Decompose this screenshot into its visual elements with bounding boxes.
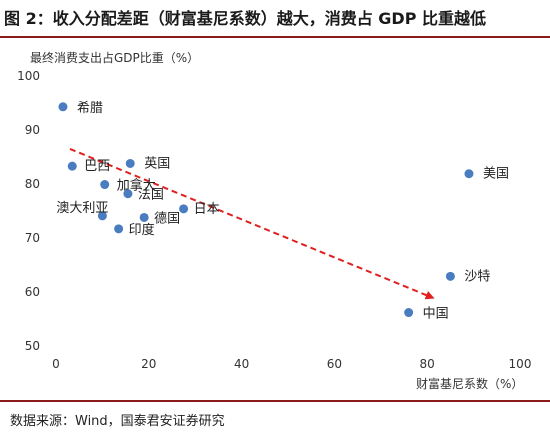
data-point (404, 308, 414, 318)
x-tick-label: 60 (327, 357, 342, 371)
y-tick-label: 100 (17, 69, 40, 83)
x-tick-label: 80 (420, 357, 435, 371)
x-tick-label: 40 (234, 357, 249, 371)
data-point-label: 法国 (138, 188, 164, 203)
trend-arrow (69, 147, 435, 300)
data-point (125, 158, 135, 168)
y-tick-label: 60 (25, 285, 40, 299)
y-tick-label: 90 (25, 123, 40, 137)
x-axis-label: 财富基尼系数（%） (416, 376, 523, 391)
scatter-chart: 最终消费支出占GDP比重（%） 50 60 70 80 90 100 0 20 40 60 80 1… (17, 50, 531, 391)
data-point (179, 204, 189, 214)
x-tick-label: 20 (141, 357, 156, 371)
data-point (100, 180, 110, 190)
source-note: 数据来源：Wind，国泰君安证券研究 (10, 414, 225, 429)
y-tick-label: 80 (25, 177, 40, 191)
figure-title: 图 2：收入分配差距（财富基尼系数）越大，消费占 GDP 比重越低 (4, 9, 486, 28)
y-tick-label: 70 (25, 231, 40, 245)
data-point (97, 211, 107, 221)
data-point (445, 271, 455, 281)
data-point (58, 102, 68, 112)
data-point-label: 印度 (129, 222, 155, 238)
data-point-label: 巴西 (84, 159, 110, 174)
x-tick-label: 100 (509, 357, 532, 371)
data-point (123, 189, 133, 199)
data-point-label: 沙特 (464, 269, 490, 284)
y-axis: 50 60 70 80 90 100 (17, 69, 40, 353)
data-point-label: 美国 (483, 167, 509, 182)
bottom-divider (0, 400, 550, 402)
data-point (139, 212, 149, 222)
data-point (464, 169, 474, 179)
data-point (67, 161, 77, 171)
data-point-label: 希腊 (77, 101, 103, 116)
data-point-label: 日本 (194, 202, 220, 217)
data-point-label: 中国 (423, 307, 449, 322)
top-divider (0, 36, 550, 38)
y-tick-label: 50 (25, 339, 40, 353)
x-axis: 0 20 40 60 80 100 (52, 357, 531, 371)
data-point-label: 澳大利亚 (56, 200, 108, 216)
data-point-label: 德国 (154, 211, 180, 226)
data-point (114, 224, 124, 234)
x-tick-label: 0 (52, 357, 60, 371)
y-axis-label: 最终消费支出占GDP比重（%） (30, 50, 199, 65)
data-point-label: 英国 (144, 156, 170, 171)
